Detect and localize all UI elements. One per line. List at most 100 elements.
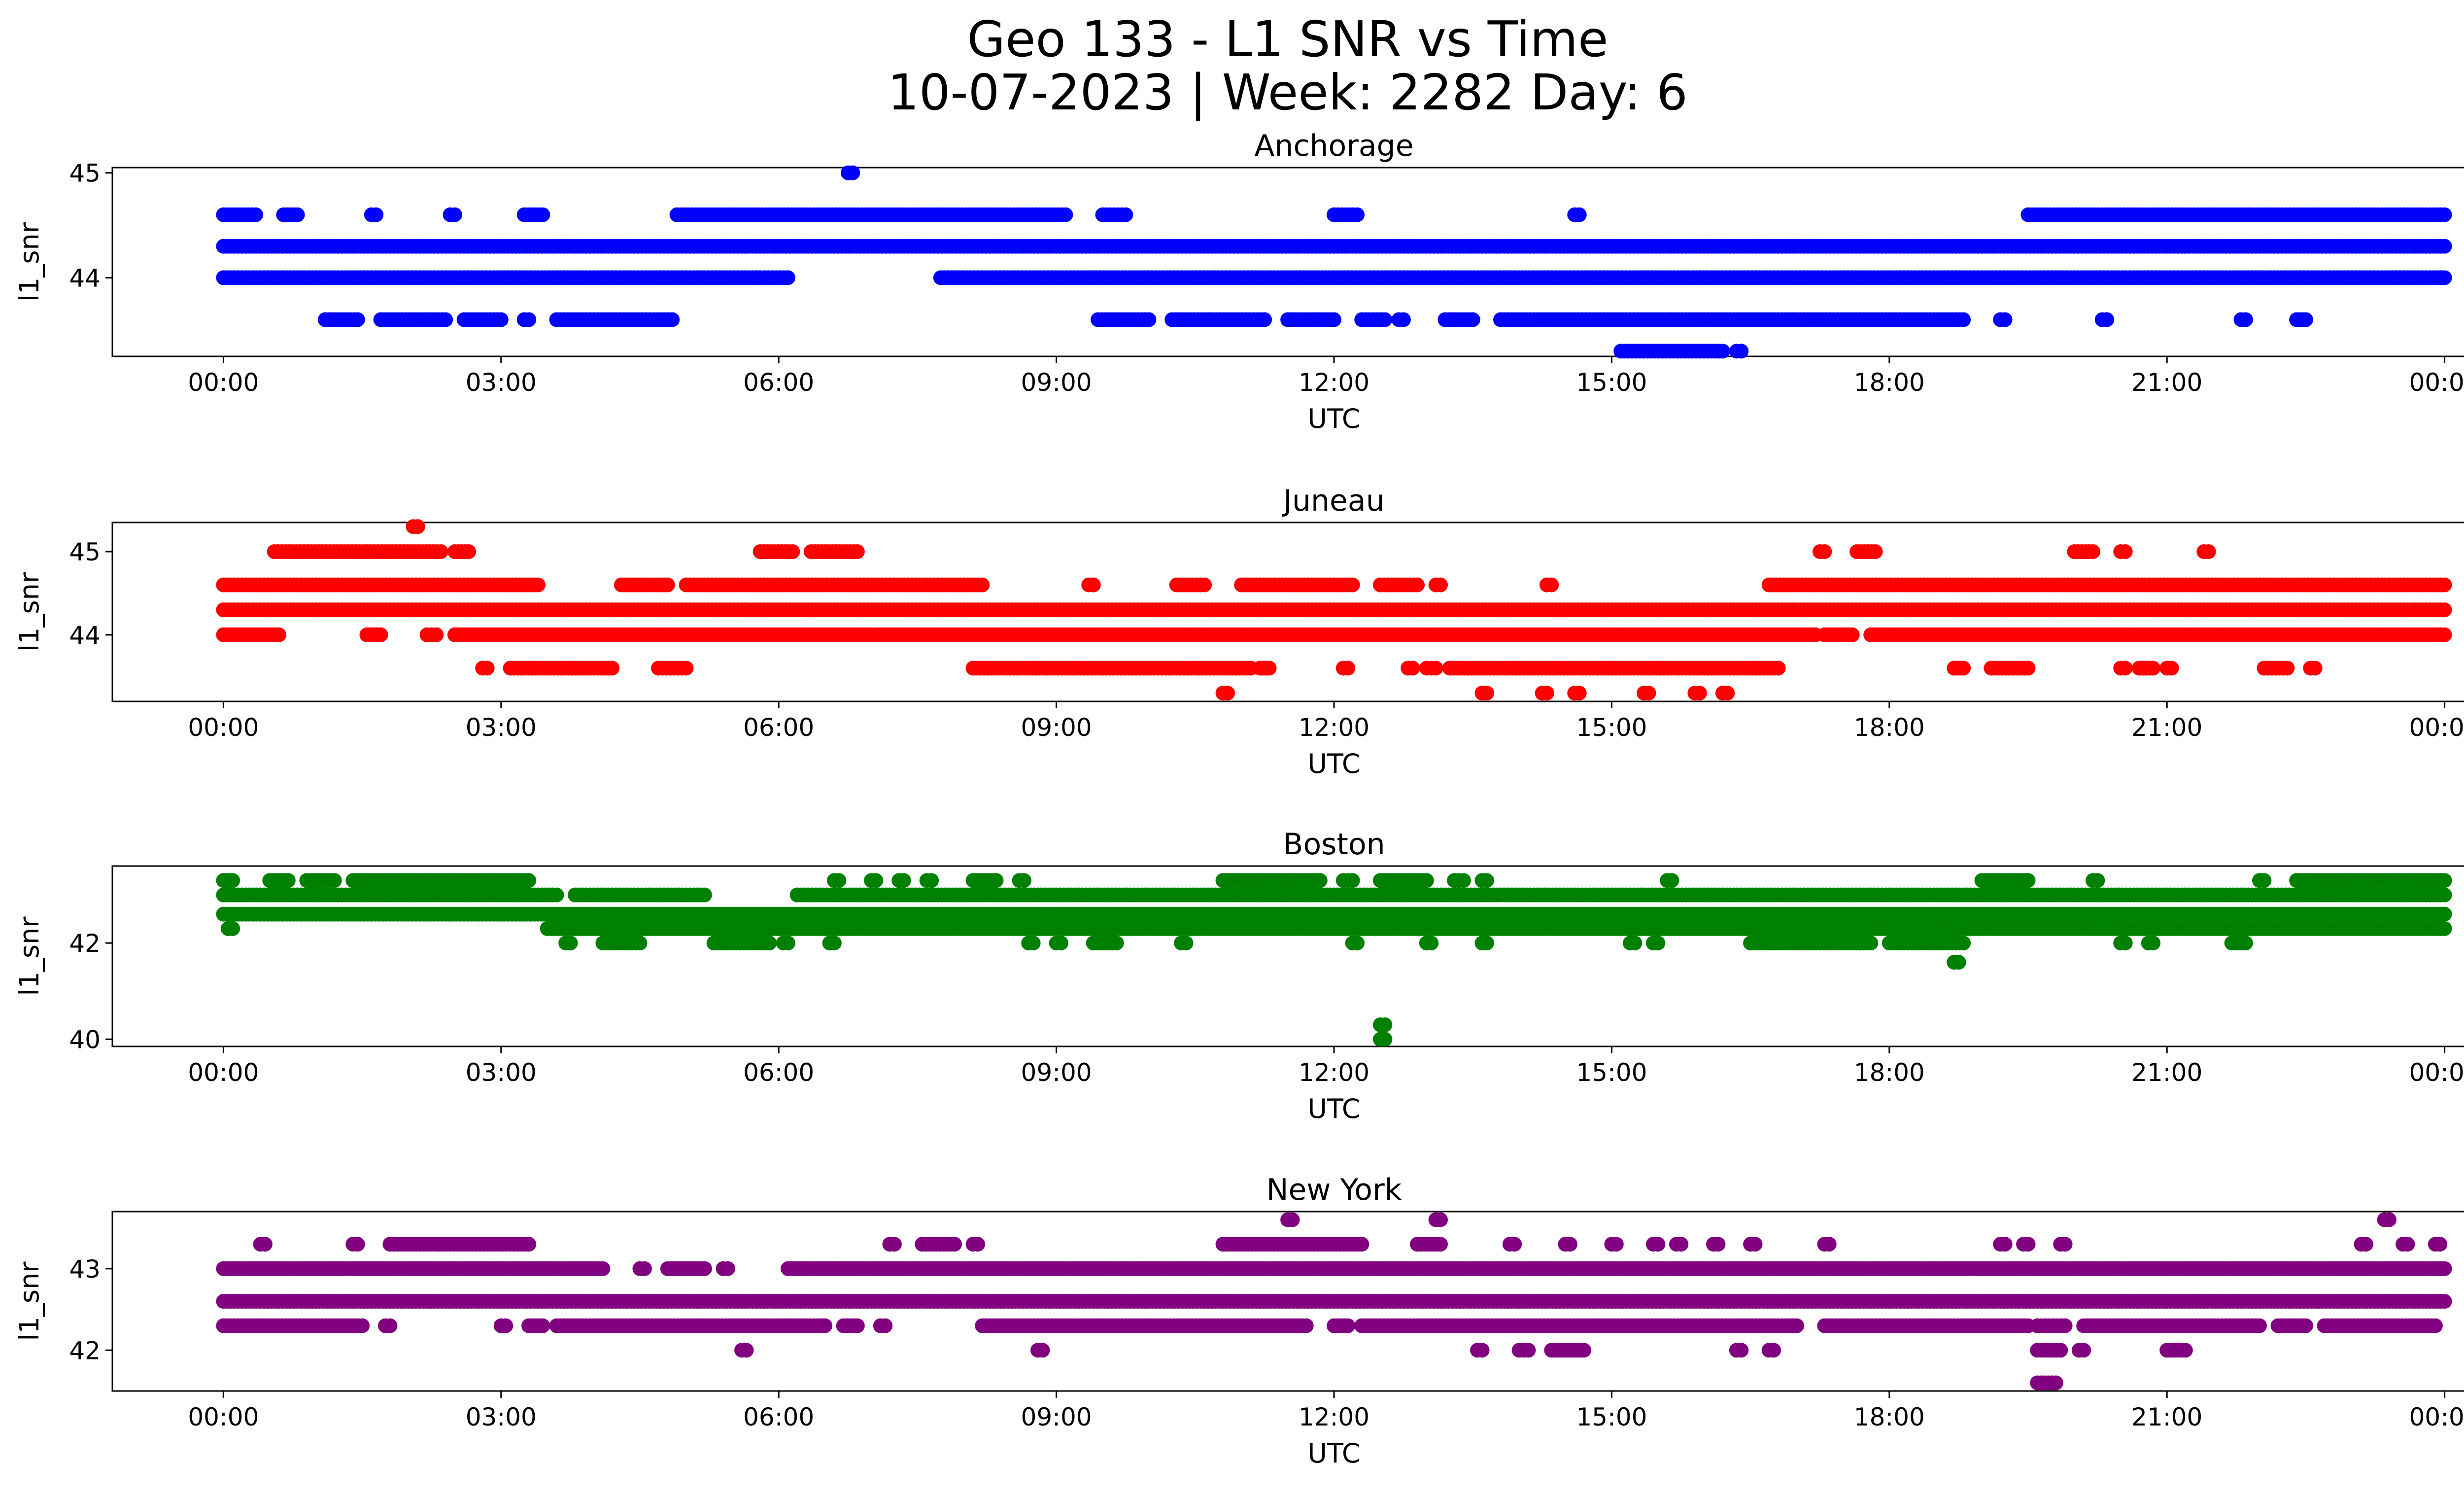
data-point	[2298, 312, 2313, 327]
data-point	[1377, 312, 1393, 327]
data-point	[781, 270, 795, 285]
data-point	[350, 312, 365, 327]
x-tick-label: 12:00	[1299, 368, 1369, 397]
data-point	[660, 577, 675, 592]
data-point	[2437, 602, 2452, 618]
data-point	[290, 207, 305, 222]
data-point	[1405, 661, 1420, 676]
x-tick-label: 18:00	[1854, 1058, 1925, 1087]
scatter-series	[216, 165, 2452, 359]
data-point	[2437, 270, 2452, 285]
x-tick-label: 21:00	[2131, 1058, 2202, 1087]
data-point	[1997, 312, 2013, 327]
y-axis-label: l1_snr	[14, 222, 45, 302]
x-tick-label: 03:00	[466, 713, 537, 742]
x-tick-label: 06:00	[743, 1058, 814, 1087]
x-tick-label: 15:00	[1576, 713, 1647, 742]
data-point	[1433, 577, 1448, 592]
data-point	[530, 577, 546, 592]
data-point	[1465, 312, 1480, 327]
y-axis-label: l1_snr	[14, 916, 45, 996]
data-point	[697, 887, 712, 903]
data-point	[1692, 686, 1707, 701]
data-point	[1817, 544, 1832, 559]
x-tick-label: 03:00	[466, 368, 537, 397]
data-point	[461, 544, 476, 559]
data-point	[2437, 627, 2452, 642]
y-tick-label: 45	[69, 159, 101, 188]
x-tick-label: 00:00	[188, 1058, 259, 1087]
data-point	[1720, 686, 1735, 701]
x-tick-label: 21:00	[2131, 713, 2202, 742]
data-point	[665, 312, 680, 327]
y-tick-label: 44	[69, 264, 101, 292]
data-point	[679, 661, 694, 676]
y-tick-label: 45	[69, 538, 101, 566]
data-point	[1197, 577, 1212, 592]
data-point	[1350, 207, 1365, 222]
data-point	[1262, 661, 1277, 676]
x-axis-label: UTC	[1307, 748, 1360, 779]
data-point	[1340, 661, 1356, 676]
scatter-series	[216, 873, 2452, 1047]
data-point	[850, 544, 865, 559]
data-point	[2280, 661, 2295, 676]
data-point	[2437, 906, 2452, 922]
data-point	[1396, 312, 1411, 327]
x-tick-label: 09:00	[1021, 713, 1092, 742]
data-point	[2437, 239, 2452, 254]
y-tick-label: 40	[69, 1025, 101, 1054]
data-point	[1572, 686, 1587, 701]
x-tick-label: 18:00	[1854, 368, 1925, 397]
subplot-title: Boston	[1283, 827, 1385, 862]
data-point	[2020, 661, 2036, 676]
x-tick-label: 00:00	[188, 713, 259, 742]
axes-frame	[111, 167, 2464, 357]
data-point	[1327, 312, 1341, 327]
x-tick-label: 00:00	[2409, 368, 2464, 397]
x-tick-label: 00:00	[2409, 713, 2464, 742]
data-point	[248, 207, 264, 222]
subplot-title: Anchorage	[1254, 129, 1413, 163]
figure-title-line-1: Geo 133 - L1 SNR vs Time	[967, 10, 1608, 68]
data-point	[1771, 661, 1786, 676]
data-point	[479, 661, 495, 676]
data-point	[535, 207, 550, 222]
data-point	[1257, 312, 1272, 327]
data-point	[1956, 661, 1971, 676]
data-point	[2437, 207, 2452, 222]
data-point	[1845, 627, 1860, 642]
subplot-title: Juneau	[1281, 484, 1384, 518]
data-point	[1641, 686, 1656, 701]
data-point	[1345, 577, 1360, 592]
y-tick-label: 44	[69, 621, 101, 650]
data-point	[1734, 344, 1749, 359]
x-axis-label: UTC	[1307, 1093, 1360, 1124]
data-point	[2164, 661, 2179, 676]
figure-title-line-2: 10-07-2023 | Week: 2282 Day: 6	[888, 64, 1688, 121]
data-point	[2437, 887, 2452, 903]
x-tick-label: 12:00	[1299, 713, 1369, 742]
data-point	[410, 519, 425, 534]
data-point	[2146, 661, 2161, 676]
x-tick-label: 09:00	[1021, 1058, 1092, 1087]
x-tick-label: 03:00	[466, 1058, 537, 1087]
x-tick-label: 15:00	[1576, 368, 1647, 397]
data-point	[845, 165, 860, 180]
data-point	[2099, 312, 2115, 327]
data-point	[2307, 661, 2323, 676]
data-point	[1715, 344, 1730, 359]
scatter-series	[216, 519, 2452, 701]
data-point	[2201, 544, 2216, 559]
data-point	[521, 312, 537, 327]
data-point	[493, 312, 509, 327]
data-point	[1410, 577, 1425, 592]
data-point	[369, 207, 384, 222]
data-point	[1058, 207, 1073, 222]
data-point	[1539, 686, 1554, 701]
data-point	[2238, 312, 2253, 327]
